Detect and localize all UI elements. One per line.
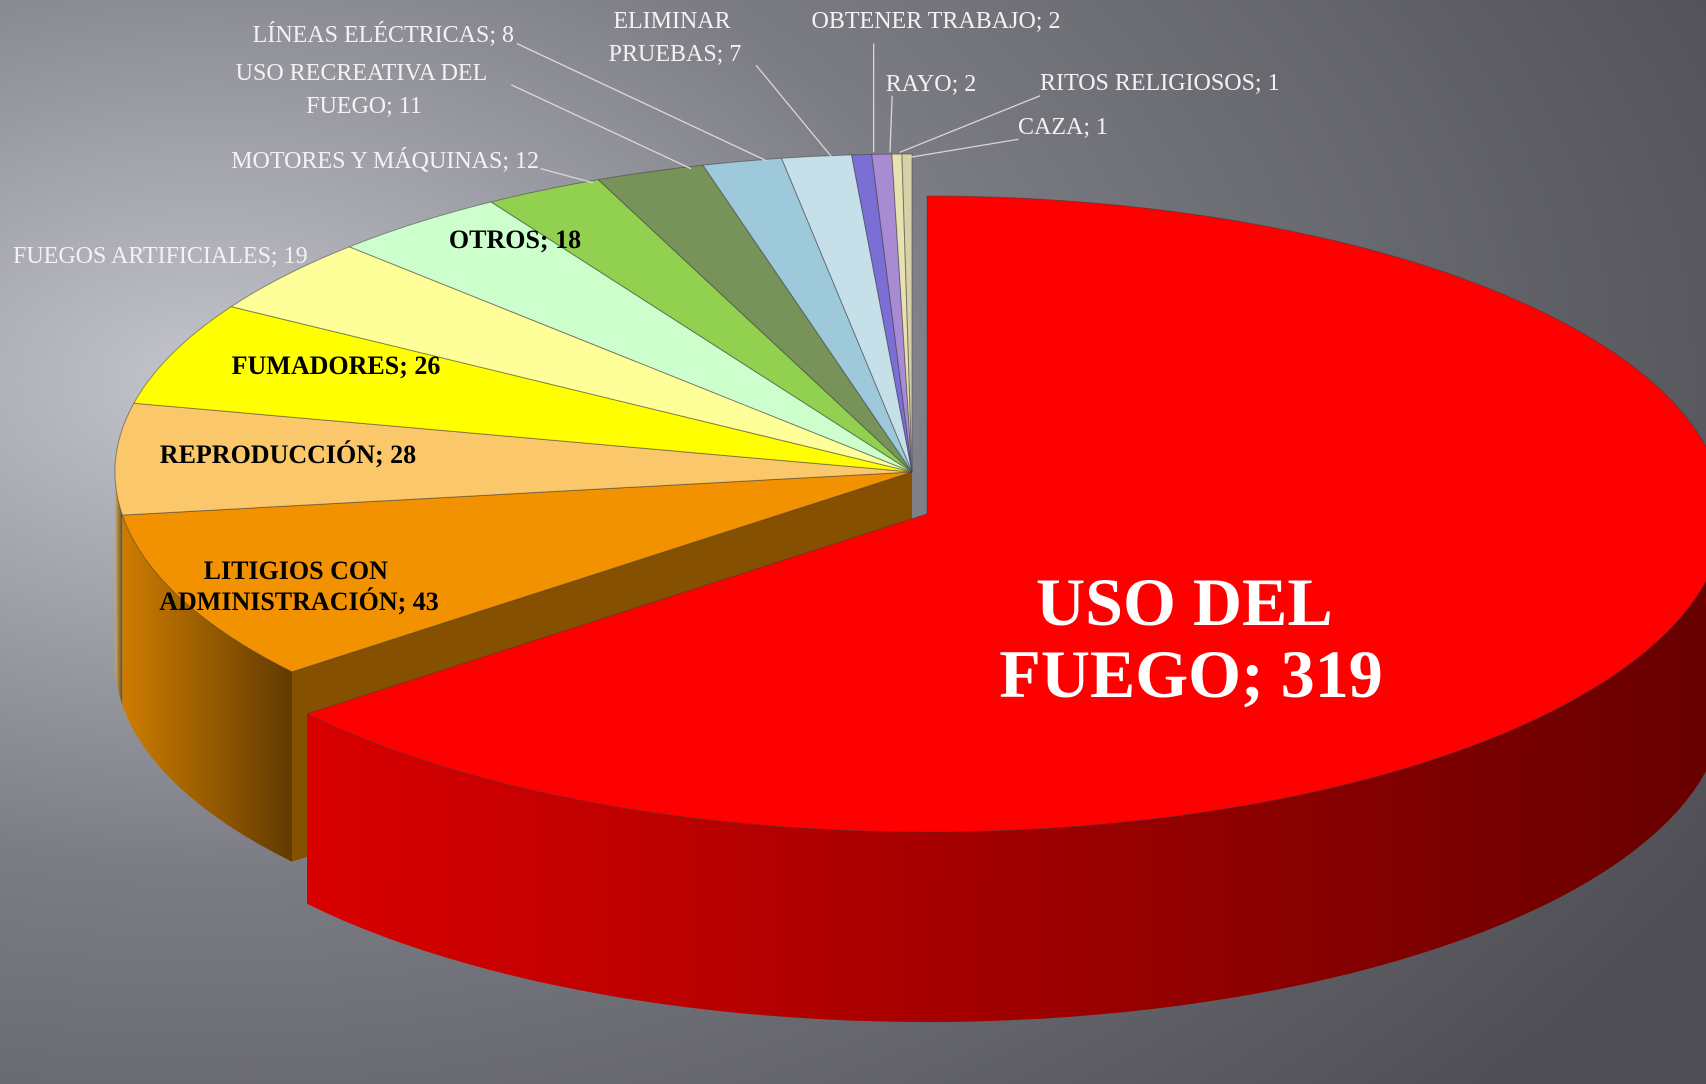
leader-line (755, 64, 833, 159)
slice (229, 246, 913, 473)
leader-line (511, 84, 692, 170)
data-label-line: USO RECREATIVA DEL (236, 60, 493, 86)
data-label: FUMADORES; 26 (232, 351, 441, 380)
data-label-line: RITOS RELIGIOSOS; 1 (1040, 70, 1280, 96)
data-label-line: ADMINISTRACIÓN; 43 (159, 587, 439, 616)
slice (305, 195, 1706, 833)
data-label: LÍNEAS ELÉCTRICAS; 8 (253, 22, 514, 48)
data-label-line: PRUEBAS; 7 (609, 41, 742, 67)
data-label-line: MOTORES Y MÁQUINAS; 12 (231, 148, 539, 174)
leader-line (516, 42, 768, 162)
data-label-line: USO DEL (1036, 564, 1346, 640)
data-label: FUEGOS ARTIFICIALES; 19 (13, 243, 308, 269)
data-label: OTROS; 18 (449, 225, 581, 254)
data-label-line: CAZA; 1 (1018, 114, 1108, 140)
data-label: LITIGIOS CON ADMINISTRACIÓN; 43 (159, 556, 439, 616)
data-label: RAYO; 2 (886, 71, 976, 97)
slice-side-shade (115, 472, 123, 706)
slice (121, 471, 913, 673)
data-label-line: RAYO; 2 (886, 71, 976, 97)
data-label-line: FUEGO; 319 (999, 636, 1382, 712)
data-label: OBTENER TRABAJO; 2 (812, 8, 1061, 34)
data-label-line: REPRODUCCIÓN; 28 (160, 440, 416, 469)
data-label-line: ELIMINAR (613, 8, 736, 34)
slice (114, 402, 913, 516)
data-label: USO RECREATIVA DEL FUEGO; 11 (236, 60, 493, 119)
data-label-line: FUMADORES; 26 (232, 351, 441, 380)
data-label: USO DEL FUEGO; 319 (999, 564, 1382, 712)
data-label-line: LITIGIOS CON (204, 556, 395, 585)
slice (133, 306, 913, 473)
data-label: MOTORES Y MÁQUINAS; 12 (231, 148, 539, 174)
data-label: REPRODUCCIÓN; 28 (160, 440, 416, 469)
data-label-line: LÍNEAS ELÉCTRICAS; 8 (253, 22, 514, 48)
slice (901, 153, 913, 473)
data-label-line: OBTENER TRABAJO; 2 (812, 8, 1061, 34)
leader-line (907, 138, 1019, 159)
data-label: CAZA; 1 (1018, 114, 1108, 140)
slice-side-shade (307, 581, 1706, 1022)
data-label-line: OTROS; 18 (449, 225, 581, 254)
leader-line (899, 95, 1041, 153)
data-label: RITOS RELIGIOSOS; 1 (1040, 70, 1280, 96)
data-label: ELIMINAR PRUEBAS; 7 (609, 8, 742, 67)
leader-line (540, 168, 594, 184)
leader-line (889, 95, 893, 153)
data-label-line: FUEGO; 11 (306, 93, 422, 119)
slice-side-shade (122, 515, 292, 862)
data-label-line: FUEGOS ARTIFICIALES; 19 (13, 243, 308, 269)
